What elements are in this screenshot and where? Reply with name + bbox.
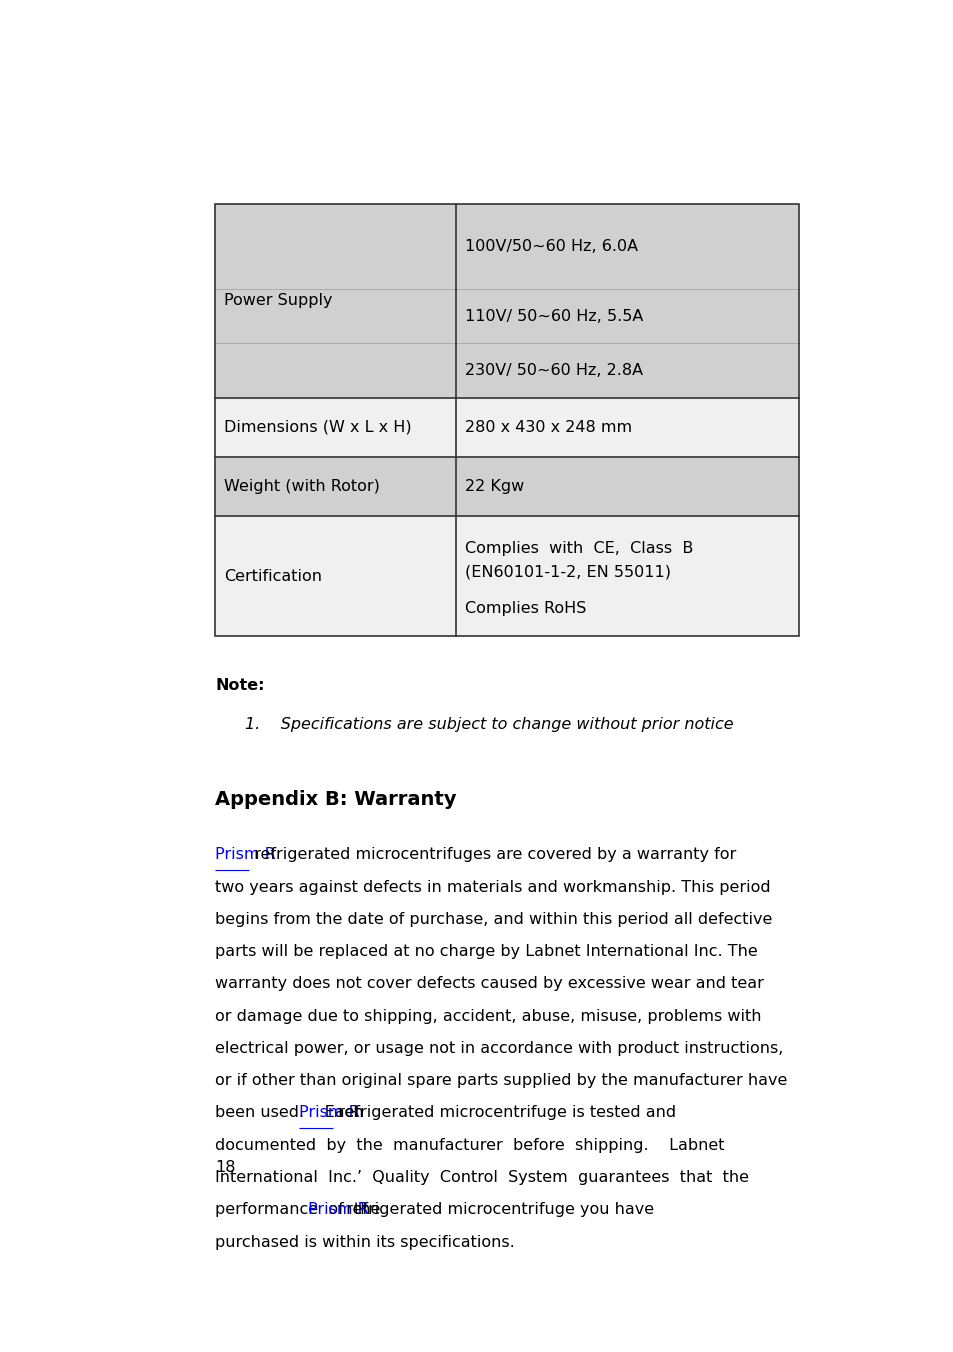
- Text: Note:: Note:: [215, 677, 265, 692]
- Text: (EN60101-1-2, EN 55011): (EN60101-1-2, EN 55011): [464, 564, 670, 579]
- Text: two years against defects in materials and workmanship. This period: two years against defects in materials a…: [215, 880, 770, 895]
- Text: or if other than original spare parts supplied by the manufacturer have: or if other than original spare parts su…: [215, 1073, 787, 1088]
- Text: begins from the date of purchase, and within this period all defective: begins from the date of purchase, and wi…: [215, 911, 772, 926]
- Text: 18: 18: [215, 1160, 235, 1175]
- Text: Power Supply: Power Supply: [224, 293, 333, 308]
- Text: warranty does not cover defects caused by excessive wear and tear: warranty does not cover defects caused b…: [215, 976, 763, 991]
- Text: 230V/ 50~60 Hz, 2.8A: 230V/ 50~60 Hz, 2.8A: [464, 362, 642, 379]
- Text: Appendix B: Warranty: Appendix B: Warranty: [215, 790, 456, 808]
- Text: Complies  with  CE,  Class  B: Complies with CE, Class B: [464, 541, 692, 556]
- Text: Weight (with Rotor): Weight (with Rotor): [224, 479, 379, 493]
- Text: 1.    Specifications are subject to change without prior notice: 1. Specifications are subject to change …: [245, 717, 733, 733]
- Text: refrigerated microcentrifuge is tested and: refrigerated microcentrifuge is tested a…: [333, 1106, 675, 1121]
- Text: Complies RoHS: Complies RoHS: [464, 600, 585, 615]
- Text: performance  of  the: performance of the: [215, 1202, 385, 1217]
- Text: parts will be replaced at no charge by Labnet International Inc. The: parts will be replaced at no charge by L…: [215, 944, 758, 959]
- Text: documented  by  the  manufacturer  before  shipping.    Labnet: documented by the manufacturer before sh…: [215, 1137, 724, 1153]
- Bar: [215, 516, 799, 635]
- Bar: [215, 204, 799, 397]
- Text: 100V/50~60 Hz, 6.0A: 100V/50~60 Hz, 6.0A: [464, 239, 637, 254]
- Text: 22 Kgw: 22 Kgw: [464, 479, 523, 493]
- Text: 110V/ 50~60 Hz, 5.5A: 110V/ 50~60 Hz, 5.5A: [464, 308, 642, 324]
- Text: purchased is within its specifications.: purchased is within its specifications.: [215, 1234, 515, 1249]
- Text: Prism R: Prism R: [308, 1202, 368, 1217]
- Text: been used.    Each: been used. Each: [215, 1106, 369, 1121]
- Text: Certification: Certification: [224, 569, 322, 584]
- Text: Prism R: Prism R: [215, 848, 275, 863]
- Bar: [215, 204, 799, 635]
- Text: Dimensions (W x L x H): Dimensions (W x L x H): [224, 419, 412, 435]
- Text: International  Inc.’  Quality  Control  System  guarantees  that  the: International Inc.’ Quality Control Syst…: [215, 1169, 748, 1184]
- Text: refrigerated microcentrifuge you have: refrigerated microcentrifuge you have: [341, 1202, 654, 1217]
- Bar: [215, 457, 799, 516]
- Text: Prism R: Prism R: [298, 1106, 359, 1121]
- Text: electrical power, or usage not in accordance with product instructions,: electrical power, or usage not in accord…: [215, 1041, 783, 1056]
- Text: refrigerated microcentrifuges are covered by a warranty for: refrigerated microcentrifuges are covere…: [249, 848, 736, 863]
- Text: 280 x 430 x 248 mm: 280 x 430 x 248 mm: [464, 419, 631, 435]
- Bar: [215, 397, 799, 457]
- Text: or damage due to shipping, accident, abuse, misuse, problems with: or damage due to shipping, accident, abu…: [215, 1009, 761, 1023]
